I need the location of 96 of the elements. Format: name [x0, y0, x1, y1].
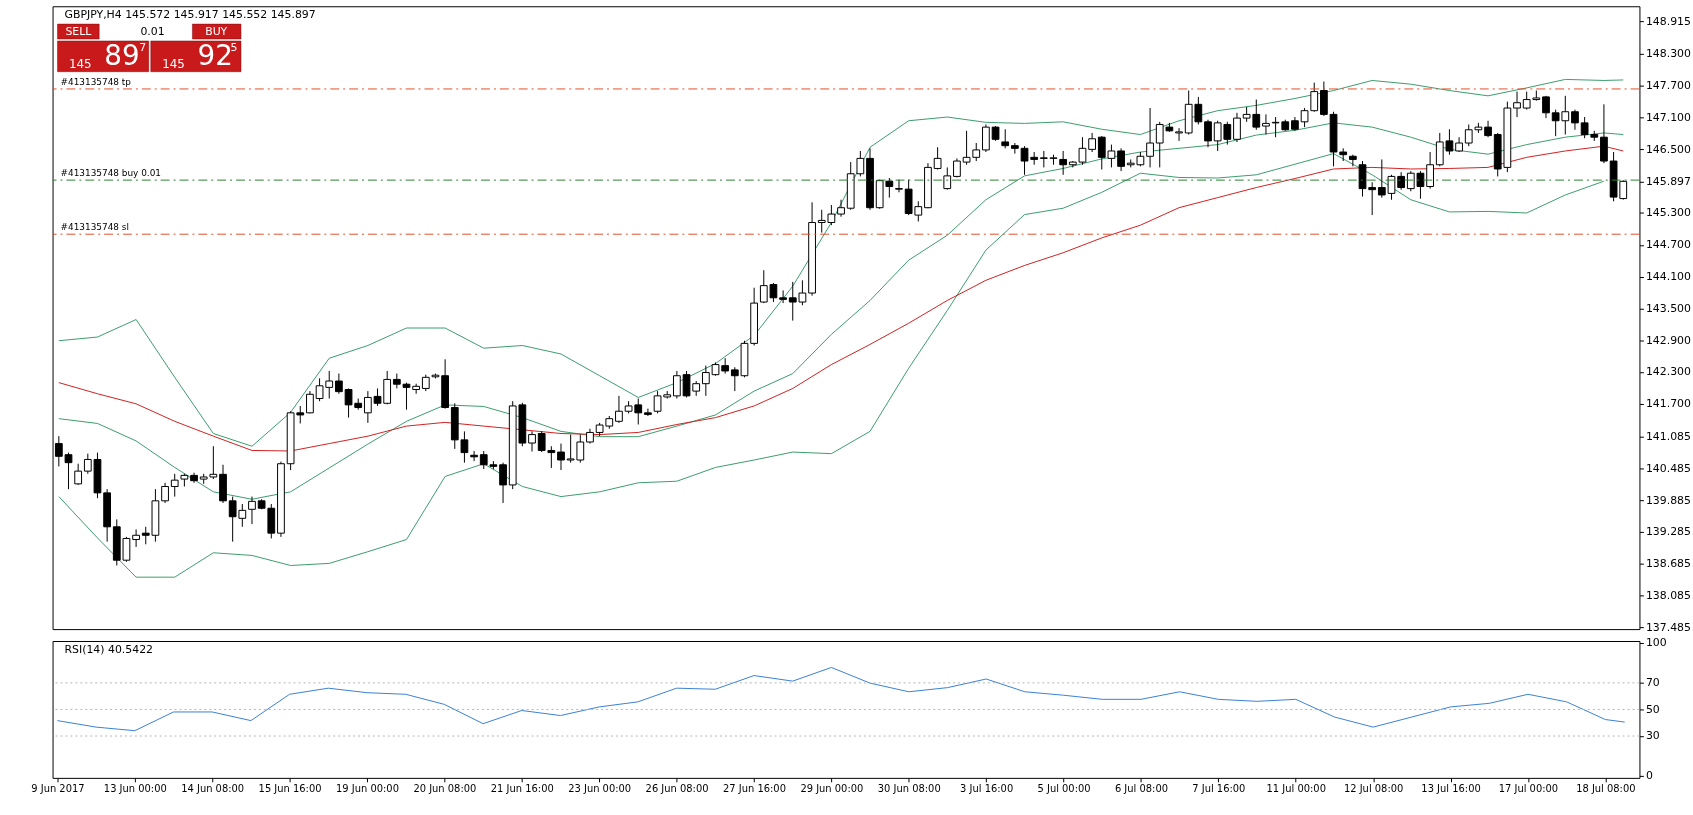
chart-title: GBPJPY,H4 145.572 145.917 145.552 145.897 [64, 8, 316, 22]
candlestick [1001, 128, 1010, 149]
candlestick [1059, 150, 1068, 176]
candlestick [895, 179, 903, 193]
candlestick [335, 373, 343, 395]
candlestick [1348, 154, 1357, 167]
candlestick [557, 443, 565, 471]
candlestick [673, 370, 681, 400]
y-tick-label: 140.485 [1645, 461, 1691, 475]
candlestick [644, 408, 652, 417]
annotation: 89 [104, 38, 140, 72]
candlestick [1175, 127, 1183, 142]
candlestick [499, 462, 507, 504]
candlestick [1117, 147, 1125, 172]
y-tick-label: 50 [1645, 702, 1660, 716]
candlestick [933, 146, 942, 171]
y-tick-label: 70 [1645, 676, 1660, 690]
candlestick [1426, 151, 1434, 190]
category-label: 15 Jun 16:00 [258, 783, 322, 795]
category-label: 30 Jun 08:00 [877, 783, 941, 795]
annotation: 0.01 [140, 24, 165, 38]
y-tick-label: 148.915 [1645, 14, 1691, 28]
candlestick [161, 482, 169, 504]
category-label: 11 Jul 00:00 [1266, 783, 1326, 795]
annotation: 145 [162, 56, 185, 71]
candlestick [74, 463, 83, 486]
category-label: 20 Jun 08:00 [413, 783, 477, 795]
y-tick-label: 138.085 [1645, 588, 1691, 602]
y-tick-label: 30 [1645, 729, 1660, 743]
chart-title: RSI(14) 40.5422 [64, 642, 154, 656]
y-tick-label: 137.485 [1645, 620, 1691, 634]
annotation: BUY [205, 24, 228, 38]
category-label: 14 Jun 08:00 [181, 783, 245, 795]
category-label: 26 Jun 08:00 [645, 783, 709, 795]
y-tick-label: 100 [1645, 636, 1667, 650]
category-label: 12 Jul 08:00 [1343, 783, 1404, 795]
ref-line-label: #413135748 sl [60, 222, 129, 233]
category-label: 13 Jul 16:00 [1421, 783, 1481, 795]
y-tick-label: 138.685 [1645, 557, 1691, 571]
category-label: 18 Jul 08:00 [1576, 783, 1636, 795]
y-tick-label: 139.885 [1645, 493, 1691, 507]
y-tick-label: 141.085 [1645, 429, 1691, 443]
category-label: 6 Jul 08:00 [1114, 783, 1169, 795]
y-tick-label: 144.700 [1645, 238, 1691, 252]
line-series [58, 153, 1605, 578]
y-tick-label: 148.300 [1645, 47, 1691, 61]
candlestick [1262, 113, 1270, 136]
y-tick-label: 143.500 [1645, 301, 1691, 315]
y-tick-label: 146.500 [1645, 142, 1691, 156]
category-label: 13 Jun 00:00 [103, 783, 167, 795]
candlestick [982, 123, 990, 153]
category-label: 17 Jul 00:00 [1498, 783, 1559, 795]
candlestick [1571, 109, 1579, 131]
category-label: 5 Jul 00:00 [1037, 783, 1091, 795]
category-label: 9 Jun 2017 [31, 783, 85, 795]
category-label: 7 Jul 16:00 [1192, 783, 1246, 795]
category-label: 3 Jul 16:00 [960, 783, 1014, 795]
annotation: SELL [65, 24, 93, 38]
category-label: 19 Jun 00:00 [336, 783, 399, 795]
candlestick [943, 166, 952, 191]
category-label: 27 Jun 16:00 [723, 783, 786, 795]
ref-line-label: #413135748 tp [60, 76, 132, 87]
y-tick-label: 147.100 [1645, 111, 1691, 125]
candlestick [1513, 91, 1521, 118]
annotation: 5 [230, 40, 238, 54]
category-label: 21 Jun 16:00 [490, 783, 554, 795]
line-series [58, 145, 1624, 452]
ref-line-label: #413135748 buy 0.01 [60, 168, 162, 179]
y-tick-label: 139.285 [1645, 525, 1691, 539]
candlestick [528, 430, 536, 453]
y-tick-label: 145.897 [1645, 174, 1691, 188]
y-tick-label: 141.700 [1645, 397, 1691, 411]
candlestick [1146, 107, 1154, 168]
candlestick [837, 199, 845, 218]
y-tick-label: 147.700 [1645, 79, 1691, 93]
y-tick-label: 144.100 [1645, 270, 1691, 284]
line-series [58, 78, 1624, 447]
y-tick-label: 142.900 [1645, 333, 1691, 347]
candlestick [615, 395, 623, 424]
candlestick [1600, 103, 1608, 164]
line-series [56, 666, 1626, 732]
y-tick-label: 145.300 [1645, 206, 1691, 220]
y-tick-label: 142.300 [1645, 365, 1691, 379]
candlestick [170, 473, 179, 498]
category-label: 23 Jun 00:00 [568, 783, 632, 795]
y-tick-label: 0 [1645, 769, 1653, 783]
annotation: 7 [139, 40, 147, 54]
candlestick [779, 289, 787, 304]
candlestick [1088, 132, 1096, 153]
candlestick [1320, 81, 1328, 117]
annotation: 145 [68, 56, 92, 71]
candlestick [132, 528, 140, 548]
candlestick [1204, 119, 1212, 148]
candlestick [1233, 112, 1241, 143]
candlestick [248, 496, 256, 525]
category-label: 29 Jun 00:00 [800, 783, 864, 795]
